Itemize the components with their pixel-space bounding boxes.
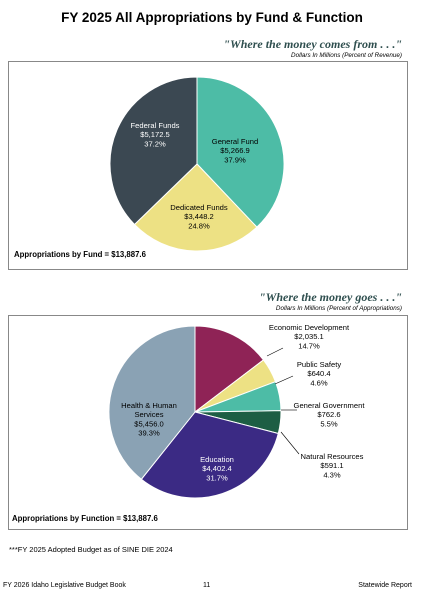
function-chart-box: Economic Development $2,035.1 14.7% Public … — [8, 315, 408, 530]
slice-percent-label-public-safety: 4.6% — [310, 378, 328, 387]
function-pie-chart: Economic Development$2,035.114.7% Public … — [108, 323, 366, 499]
slice-name-label-natural-resources: Natural Resources — [301, 452, 364, 461]
slice-value-label-economic-development: $2,035.1 — [294, 332, 324, 341]
slice-name-label-education: Education — [200, 455, 234, 464]
slice-percent-label-general-government: 5.5% — [320, 419, 338, 428]
slice-name-label-economic-development: Economic Development — [269, 323, 350, 332]
footnote: ***FY 2025 Adopted Budget as of SINE DIE… — [9, 545, 173, 554]
slice-percent-label-economic-development: 14.7% — [298, 341, 320, 350]
leader-line-public-safety — [274, 375, 294, 385]
slice-percent-label-education: 31.7% — [206, 473, 228, 482]
footer-page-number: 11 — [203, 582, 211, 589]
page-title: FY 2025 All Appropriations by Fund & Fun… — [61, 10, 363, 25]
slice-value-label-health-and-human-services: $5,456.0 — [134, 419, 164, 428]
slice-percent-label-natural-resources: 4.3% — [323, 470, 341, 479]
slice-name-label-general-fund: General Fund — [212, 137, 258, 146]
slice-name-label-dedicated-funds: Dedicated Funds — [170, 203, 228, 212]
pie-slice-federal-funds — [109, 76, 198, 226]
function-chart-subtitle: Dollars In Millions (Percent of Appropri… — [275, 305, 402, 312]
footer-left: FY 2026 Idaho Legislative Budget Book — [3, 582, 126, 589]
pie-slice-health-and-human-services — [108, 325, 196, 480]
slice-value-label-natural-resources: $591.1 — [320, 461, 343, 470]
leader-line-economic-development — [266, 347, 284, 357]
pie-slice-dedicated-funds — [133, 163, 258, 252]
pie-slice-general-fund — [196, 76, 285, 228]
fund-total-label: Appropriations by Fund = $13,887.6 — [14, 250, 146, 259]
slice-name-label-public-safety: Public Safety — [297, 360, 342, 369]
slice-value-label-public-safety: $640.4 — [307, 369, 330, 378]
fund-chart-box: General Fund $5,266.9 37.9% Dedicated Funds… — [8, 61, 408, 270]
pie-slice-education — [140, 411, 279, 499]
leader-line-natural-resources — [280, 431, 300, 455]
fund-chart-subtitle: Dollars In Millions (Percent of Revenue) — [291, 52, 402, 59]
footer-right: Statewide Report — [358, 582, 412, 589]
slice-value-label-education: $4,402.4 — [202, 464, 232, 473]
slice-percent-label-general-fund: 37.9% — [224, 155, 246, 164]
pie-slice-economic-development — [194, 325, 265, 414]
slice-name-label-federal-funds: Federal Funds — [131, 121, 180, 130]
slice-name-label-general-government: General Government — [294, 401, 366, 410]
slice-value-label-general-fund: $5,266.9 — [220, 146, 250, 155]
function-total-label: Appropriations by Function = $13,887.6 — [12, 514, 158, 523]
slice-name-label-health-and-human-services: Health & Human — [121, 401, 177, 410]
slice-percent-label-dedicated-funds: 24.8% — [188, 221, 210, 230]
function-chart-title: "Where the money goes . . ." — [259, 290, 402, 304]
fund-chart-title: "Where the money comes from . . ." — [223, 37, 402, 51]
fund-pie-chart: General Fund$5,266.937.9% Dedicated Funds… — [109, 76, 285, 252]
slice-value-label-federal-funds: $5,172.5 — [140, 130, 170, 139]
slice-value-label-dedicated-funds: $3,448.2 — [184, 212, 214, 221]
slice-value-label-general-government: $762.6 — [317, 410, 340, 419]
slice-percent-label-health-and-human-services: 39.3% — [138, 429, 160, 438]
slice-percent-label-federal-funds: 37.2% — [144, 139, 166, 148]
slice-name-label-health-and-human-services-1: Services — [134, 410, 163, 419]
